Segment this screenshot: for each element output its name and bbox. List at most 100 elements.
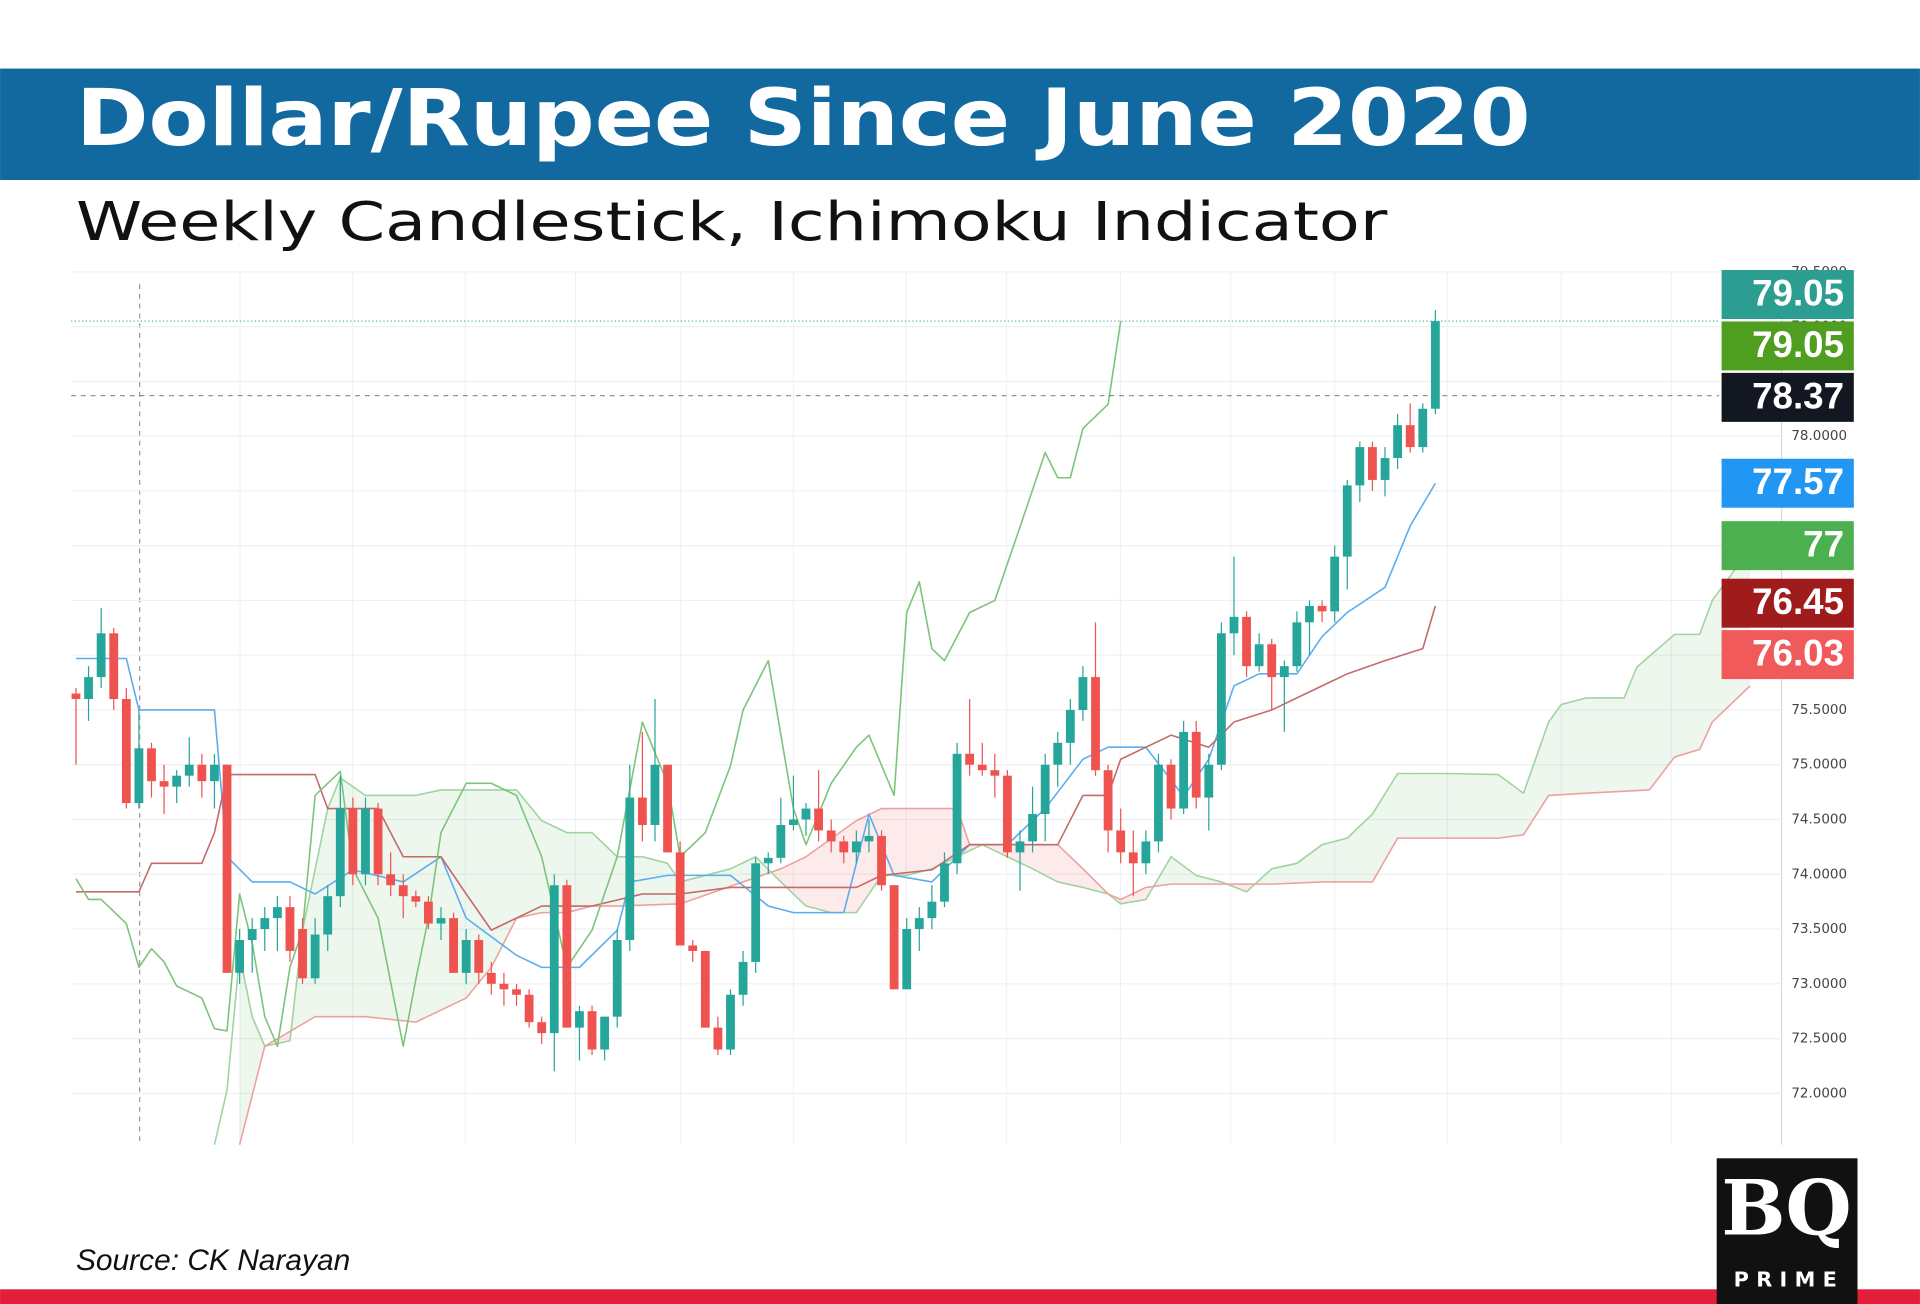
cloud-fill — [1561, 701, 1574, 795]
cloud-fill — [1485, 774, 1499, 839]
candle-body — [826, 830, 836, 842]
candle-body — [1430, 321, 1440, 409]
price-labels: 79.05 79.05 78.37 77.57 77 76.45 76.03 — [1721, 270, 1854, 680]
source: Source: CK Narayan — [76, 1244, 350, 1277]
candle-body — [1368, 447, 1377, 480]
candle-body — [1179, 731, 1189, 809]
cloud-fill — [1183, 866, 1197, 885]
cloud-fill — [1674, 634, 1688, 758]
y-tick-label: 75.5000 — [1791, 703, 1847, 718]
candle-body — [864, 835, 874, 842]
candle-body — [1154, 764, 1163, 842]
footer-bar — [0, 1289, 1920, 1304]
cloud-fill — [780, 862, 794, 894]
candle-body — [663, 764, 672, 853]
candle-body — [575, 1011, 584, 1028]
candle-body — [121, 699, 131, 804]
candle-body — [159, 781, 169, 787]
cloud-fill — [1171, 856, 1184, 885]
cloud-fill — [1510, 783, 1524, 837]
candle-body — [877, 835, 886, 886]
cloud-fill — [403, 795, 416, 1023]
candle-body — [612, 939, 622, 1017]
candle-body — [1242, 616, 1251, 667]
cloud-fill — [1271, 866, 1285, 885]
candle-body — [96, 633, 106, 678]
cloud-fill — [894, 808, 907, 876]
candle-body — [675, 852, 685, 946]
cloud-fill — [1385, 773, 1398, 861]
cloud-fill — [1309, 844, 1323, 883]
candle-body — [1028, 814, 1037, 842]
cloud-fill — [529, 805, 542, 916]
cloud-fill — [1661, 634, 1675, 774]
candle-body — [965, 753, 975, 765]
cloud-fill — [1473, 774, 1486, 839]
candle-body — [977, 764, 987, 771]
candle-body — [1204, 764, 1214, 798]
cloud-fill — [1158, 856, 1172, 886]
candle-body — [562, 885, 572, 1028]
cloud-fill — [1573, 697, 1587, 794]
candle-body — [172, 775, 182, 787]
logo-tagline: PRIME — [1734, 1268, 1845, 1292]
candle-body — [990, 770, 1000, 776]
cloud-fill — [919, 808, 932, 873]
candle-body — [1317, 605, 1327, 612]
cloud-fill — [1586, 697, 1599, 794]
horizontal-grid — [71, 271, 1782, 1094]
candle-body — [524, 994, 534, 1023]
candle-body — [373, 808, 383, 875]
candle-body — [247, 929, 257, 940]
candle-body — [1330, 556, 1340, 612]
candle-body — [751, 863, 761, 962]
candle-body — [1418, 408, 1428, 448]
cloud-fill — [277, 1031, 290, 1044]
cloud-fill — [1032, 844, 1046, 876]
cloud-fill — [1523, 757, 1537, 835]
cloud-fill — [1636, 656, 1650, 791]
candle-body — [323, 896, 333, 935]
candle-body — [1216, 633, 1226, 765]
candle-body — [134, 748, 144, 804]
cloud-fill — [1334, 838, 1348, 882]
cloud-fill — [1422, 773, 1436, 839]
candle-body — [461, 939, 471, 973]
cloud-fill — [793, 856, 807, 907]
candle-body — [801, 808, 811, 820]
candle-body — [1292, 622, 1302, 667]
candle-body — [927, 901, 937, 919]
cloud-fill — [440, 789, 454, 1011]
candle-body — [499, 983, 509, 990]
candle-body — [1305, 605, 1314, 623]
y-tick-label: 72.0000 — [1791, 1086, 1847, 1101]
price-label-box — [1721, 458, 1854, 508]
price-label: 76.45 — [1752, 581, 1844, 622]
chart-subtitle: Weekly Candlestick, Ichimoku Indicator — [76, 190, 1388, 253]
cloud-fill — [692, 875, 706, 900]
cloud-fill — [1410, 773, 1423, 839]
price-label: 79.05 — [1752, 324, 1844, 365]
cloud-fill — [843, 820, 857, 913]
span-a-line — [213, 548, 1751, 1145]
candle-body — [738, 961, 748, 995]
cloud-fill — [906, 808, 920, 876]
candle-body — [197, 764, 207, 782]
cloud-fill — [428, 789, 441, 1017]
price-label-box — [1721, 321, 1854, 371]
cloud-fill — [642, 856, 655, 906]
candle-body — [436, 918, 446, 924]
price-label: 79.05 — [1752, 272, 1844, 313]
cloud-fill — [252, 1016, 265, 1096]
cloud-fill — [390, 795, 404, 1021]
logo-name: BQ — [1721, 1164, 1851, 1253]
candle-body — [1254, 644, 1264, 667]
candle-body — [1078, 677, 1088, 710]
cloud-fill — [1359, 814, 1373, 882]
cloud-fill — [1133, 887, 1146, 902]
cloud-fill — [1322, 841, 1335, 882]
candle-body — [184, 764, 194, 776]
candle-body — [71, 693, 81, 700]
cloud-fill — [1611, 697, 1625, 792]
